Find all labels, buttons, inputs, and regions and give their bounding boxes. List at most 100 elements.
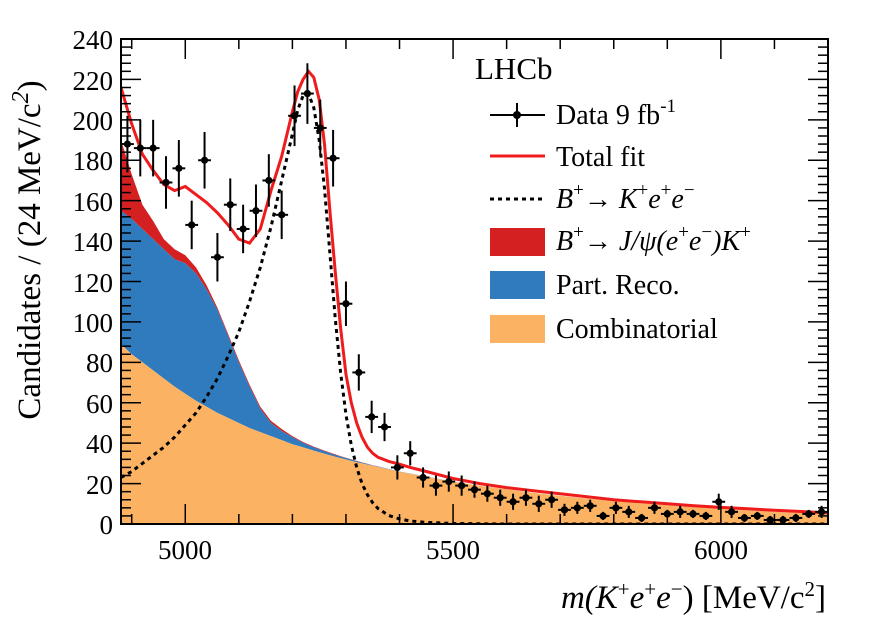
data-point <box>275 190 289 240</box>
data-point-marker <box>355 368 363 377</box>
data-point <box>352 354 366 391</box>
legend-entry-combinatorial: Combinatorial <box>490 314 718 345</box>
y-tick-label: 220 <box>73 66 114 96</box>
data-point <box>738 513 751 522</box>
data-point-marker <box>406 449 414 457</box>
data-point <box>403 441 417 466</box>
data-point <box>378 412 391 442</box>
data-point-marker <box>792 514 800 522</box>
data-point <box>223 178 237 231</box>
data-point <box>583 499 597 512</box>
data-point-marker <box>188 221 196 229</box>
data-point <box>198 131 211 189</box>
data-point-marker <box>419 473 427 482</box>
data-point-marker <box>393 463 401 472</box>
data-point-marker <box>329 154 337 162</box>
legend-part-reco-swatch <box>490 271 545 299</box>
data-point-marker <box>727 508 736 516</box>
data-point-marker <box>303 89 311 98</box>
legend-data-label: Data 9 fb-1 <box>556 96 676 131</box>
data-point-marker <box>779 516 787 524</box>
data-point <box>686 509 700 518</box>
y-tick-labels: 0 20 40 60 80 100 120 140 160 180 200 22… <box>73 25 114 540</box>
x-tick-labels: 5000 5500 6000 <box>158 535 748 565</box>
data-point-marker <box>252 207 260 215</box>
data-point-marker <box>213 253 222 261</box>
y-axis-title: Candidates / (24 MeV/c2) <box>8 80 48 419</box>
data-point <box>313 99 327 157</box>
legend: Data 9 fb-1 Total fit B+→ K+e+e− B+→ J/ψ… <box>490 96 751 345</box>
data-point-marker <box>715 498 723 506</box>
data-point-marker <box>753 512 761 520</box>
data-point-marker <box>548 496 556 504</box>
data-point-marker <box>509 498 517 506</box>
data-point-marker <box>445 477 453 486</box>
data-point <box>532 495 546 512</box>
data-point <box>236 204 250 254</box>
data-point-marker <box>368 413 376 421</box>
data-point <box>365 400 379 434</box>
legend-total-fit-label: Total fit <box>556 142 645 173</box>
data-point <box>699 511 713 520</box>
data-point-marker <box>342 300 350 308</box>
data-point-marker <box>689 510 697 518</box>
data-point <box>339 281 353 326</box>
legend-combinatorial-label: Combinatorial <box>556 314 718 345</box>
x-axis-title: m(K+e+e−) [MeV/c2] <box>561 577 826 616</box>
data-point-marker <box>149 144 157 152</box>
data-point <box>545 491 559 508</box>
data-point <box>519 489 533 506</box>
data-point-marker <box>316 124 324 132</box>
y-tick-label: 80 <box>86 348 113 378</box>
data-point-marker <box>560 506 569 514</box>
data-point <box>802 509 816 518</box>
data-point <box>609 501 623 514</box>
data-point <box>648 501 661 514</box>
data-point <box>789 513 803 522</box>
data-point <box>455 475 469 496</box>
data-point <box>480 485 494 502</box>
y-tick-label: 140 <box>73 227 114 257</box>
data-point-marker <box>586 502 594 510</box>
data-point-marker <box>136 144 144 152</box>
data-point-marker <box>612 504 620 512</box>
data-point-marker <box>599 512 607 520</box>
data-point-marker <box>290 112 299 120</box>
legend-entry-signal: B+→ K+e+e− <box>490 180 695 215</box>
y-tick-label: 40 <box>86 429 113 459</box>
data-point <box>776 515 790 524</box>
signal-curve <box>121 91 828 524</box>
data-point <box>468 481 481 498</box>
data-point <box>429 475 443 496</box>
y-tick-label: 20 <box>86 470 113 500</box>
data-point <box>133 119 147 177</box>
data-point-marker <box>625 508 633 516</box>
data-point-marker <box>650 504 659 512</box>
data-point <box>159 156 173 209</box>
x-tick-label: 6000 <box>694 535 748 565</box>
data-point <box>596 511 610 520</box>
data-point <box>172 140 186 197</box>
x-tick-label: 5000 <box>158 535 212 565</box>
y-tick-label: 180 <box>73 146 114 176</box>
data-point <box>712 493 726 510</box>
data-point-marker <box>573 504 581 512</box>
legend-entry-jpsi: B+→ J/ψ(e+e−)K+ <box>490 222 751 257</box>
data-point <box>249 184 263 238</box>
data-point-marker <box>239 225 247 233</box>
data-point-marker <box>766 516 774 524</box>
data-point <box>763 515 777 524</box>
data-point-marker <box>483 490 491 498</box>
data-point <box>570 501 584 514</box>
data-point-marker <box>817 508 826 516</box>
data-point <box>442 471 456 492</box>
data-points <box>121 63 828 524</box>
data-point-marker <box>522 494 530 502</box>
data-point-marker <box>175 164 183 172</box>
experiment-label: LHCb <box>475 51 553 86</box>
axis-ticks <box>121 38 829 525</box>
data-point-marker <box>663 510 671 518</box>
legend-entry-part-reco: Part. Reco. <box>490 270 680 301</box>
data-point <box>635 513 649 522</box>
